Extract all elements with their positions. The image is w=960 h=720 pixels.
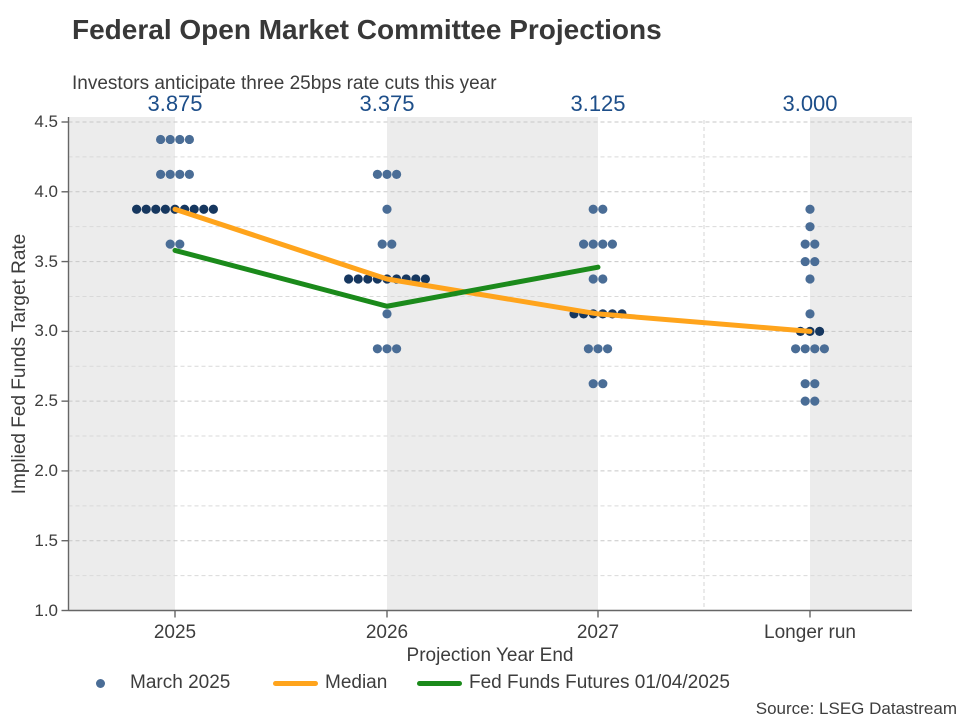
source-note: Source: LSEG Datastream: [755, 699, 957, 718]
projection-dot: [363, 274, 373, 284]
projection-dot: [151, 204, 161, 214]
y-tick-label: 3.0: [34, 321, 58, 341]
chart-subtitle: Investors anticipate three 25bps rate cu…: [72, 73, 497, 94]
legend-dot-swatch: [96, 678, 105, 688]
projection-dot: [791, 344, 801, 354]
projection-dot: [810, 379, 820, 389]
projection-dot: [353, 274, 363, 284]
projection-dot: [420, 274, 430, 284]
projection-dot: [598, 204, 608, 214]
projection-dot: [184, 134, 194, 145]
projection-dot: [382, 344, 392, 354]
projection-dot: [588, 379, 598, 389]
projection-dot: [598, 239, 608, 249]
legend-label: March 2025: [130, 672, 231, 693]
projection-dot: [819, 344, 830, 354]
projection-dot: [344, 274, 354, 284]
projection-dot: [175, 169, 185, 179]
top-median-label: 3.000: [782, 91, 838, 116]
projection-dot: [800, 256, 810, 267]
projection-dot: [392, 169, 402, 179]
projection-dot: [160, 204, 170, 214]
projection-dot: [175, 134, 185, 145]
chart-title: Federal Open Market Committee Projection…: [72, 14, 662, 45]
y-tick-label: 2.5: [34, 391, 58, 411]
projection-dot: [165, 134, 175, 145]
projection-dot: [377, 239, 387, 249]
projection-dot: [810, 239, 820, 249]
legend-label: Fed Funds Futures 01/04/2025: [469, 672, 730, 693]
legend-item-median: Median: [273, 670, 387, 696]
projection-dot: [392, 344, 402, 354]
projection-dot: [199, 204, 209, 214]
top-median-label: 3.375: [359, 91, 415, 116]
background-band: [68, 117, 175, 611]
projection-dot: [382, 169, 392, 179]
x-axis-title: Projection Year End: [406, 645, 574, 666]
legend-futures-line-swatch: [417, 680, 462, 686]
x-tick-label: 2026: [365, 622, 409, 643]
projection-dot: [593, 344, 603, 354]
projection-dot: [805, 204, 815, 214]
projection-dot: [175, 239, 185, 249]
projection-dot: [800, 344, 810, 354]
x-tick-label: Longer run: [764, 622, 856, 643]
projection-dot: [372, 169, 382, 179]
projection-dot: [588, 239, 598, 249]
projection-dot: [382, 309, 392, 319]
projection-dot: [805, 222, 815, 232]
projection-dot: [165, 239, 175, 249]
projection-dot: [805, 274, 815, 284]
top-median-label: 3.875: [147, 91, 203, 116]
y-tick-label: 1.5: [34, 530, 58, 550]
projection-dot: [189, 204, 199, 214]
x-tick-label: 2025: [153, 622, 197, 643]
projection-dot: [156, 134, 166, 145]
y-tick-label: 1.0: [34, 600, 58, 620]
projection-dot: [579, 239, 589, 249]
y-tick-label: 2.0: [34, 460, 58, 480]
projection-dot: [156, 169, 166, 179]
projection-dot: [583, 344, 594, 354]
legend-median-line-swatch: [273, 680, 318, 686]
top-median-label: 3.125: [570, 91, 626, 116]
y-axis-title: Implied Fed Funds Target Rate: [9, 233, 30, 495]
projection-dot: [810, 344, 820, 354]
projection-dot: [810, 256, 820, 267]
background-band: [810, 117, 912, 611]
projection-dot: [141, 204, 151, 214]
projection-dot: [588, 274, 598, 284]
projection-dot: [598, 274, 608, 284]
legend-label: Median: [325, 672, 388, 693]
projection-dot: [372, 344, 382, 354]
median-line: [172, 206, 813, 334]
projection-dot: [810, 396, 820, 406]
legend-item-march-2025: March 2025: [96, 670, 230, 696]
projection-dot: [165, 169, 175, 179]
projection-dot: [184, 169, 194, 179]
y-tick-label: 3.5: [34, 251, 58, 271]
y-tick-label: 4.0: [34, 181, 58, 201]
projection-dot: [800, 379, 810, 389]
projection-dot: [588, 204, 598, 214]
futures-line: [172, 247, 601, 309]
projection-dot: [387, 239, 397, 249]
projection-dot: [607, 239, 618, 249]
projection-dot: [800, 396, 810, 406]
projection-dot: [603, 344, 613, 354]
projection-dot: [815, 326, 825, 336]
projection-dot: [132, 204, 142, 214]
projection-dot: [805, 309, 815, 319]
projection-dot: [800, 239, 810, 249]
projection-dot: [382, 204, 392, 214]
x-tick-label: 2027: [576, 622, 620, 643]
legend-item-futures: Fed Funds Futures 01/04/2025: [417, 670, 730, 696]
y-tick-label: 4.5: [34, 112, 58, 131]
projection-dot: [598, 379, 608, 389]
background-band: [387, 117, 598, 611]
projection-dot: [208, 204, 218, 214]
